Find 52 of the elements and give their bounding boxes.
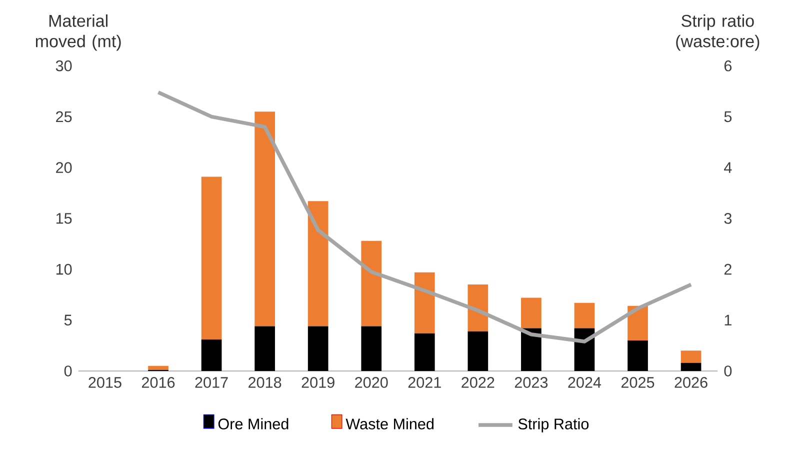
bar xyxy=(361,240,382,326)
bar xyxy=(148,366,168,370)
y2-tick-label: 5 xyxy=(724,111,732,122)
bar xyxy=(414,333,435,372)
y2-tick-label: 2 xyxy=(724,264,732,275)
line-series xyxy=(156,90,693,344)
y-axis-title: Material moved (mt) xyxy=(36,14,121,51)
y-tick-label: 5 xyxy=(64,314,72,326)
y2-tick-label: 6 xyxy=(724,60,732,72)
x-tick-label: 2016 xyxy=(142,377,175,388)
x-tick-label: 2024 xyxy=(568,377,602,388)
bar xyxy=(254,112,275,326)
y-tick-label: 10 xyxy=(56,264,72,275)
bar xyxy=(414,272,435,334)
bar xyxy=(201,176,222,340)
bar xyxy=(308,201,328,326)
y2-tick-label: 3 xyxy=(724,213,732,224)
x-tick-label: 2017 xyxy=(195,377,228,388)
y-tick-label: 15 xyxy=(56,213,72,224)
x-tick-label: 2025 xyxy=(621,377,654,388)
bar xyxy=(468,284,488,332)
x-tick-label: 2015 xyxy=(88,377,122,388)
bar xyxy=(628,340,648,372)
bar xyxy=(574,302,595,328)
x-tick-label: 2019 xyxy=(302,377,334,388)
y2-tick-label: 0 xyxy=(724,366,732,377)
bar xyxy=(680,350,702,363)
y-tick-label: 30 xyxy=(56,60,72,72)
bar xyxy=(680,362,702,372)
bar xyxy=(521,298,542,328)
bar xyxy=(628,306,648,341)
bar xyxy=(468,331,488,372)
legend-label: Waste Mined xyxy=(346,418,434,430)
x-tick-label: 2026 xyxy=(674,377,708,388)
legend-label: Strip Ratio xyxy=(518,418,589,433)
y-tick-label: 0 xyxy=(64,366,72,377)
y-tick-label: 25 xyxy=(56,111,72,122)
y2-tick-label: 4 xyxy=(724,162,732,173)
x-tick-label: 2021 xyxy=(408,377,441,388)
y-tick-label: 20 xyxy=(56,162,72,174)
bar xyxy=(201,340,222,372)
x-tick-label: 2020 xyxy=(355,377,388,388)
bar xyxy=(254,326,275,372)
y2-axis-title: Strip ratio (waste:ore) xyxy=(676,14,760,51)
x-tick-label: 2023 xyxy=(514,377,548,388)
bar xyxy=(308,326,328,372)
x-tick-label: 2018 xyxy=(248,377,282,388)
legend-label: Ore Mined xyxy=(218,418,288,430)
bar xyxy=(361,326,382,372)
y2-tick-label: 1 xyxy=(724,314,732,326)
bar xyxy=(521,328,542,372)
x-tick-label: 2022 xyxy=(462,377,494,388)
